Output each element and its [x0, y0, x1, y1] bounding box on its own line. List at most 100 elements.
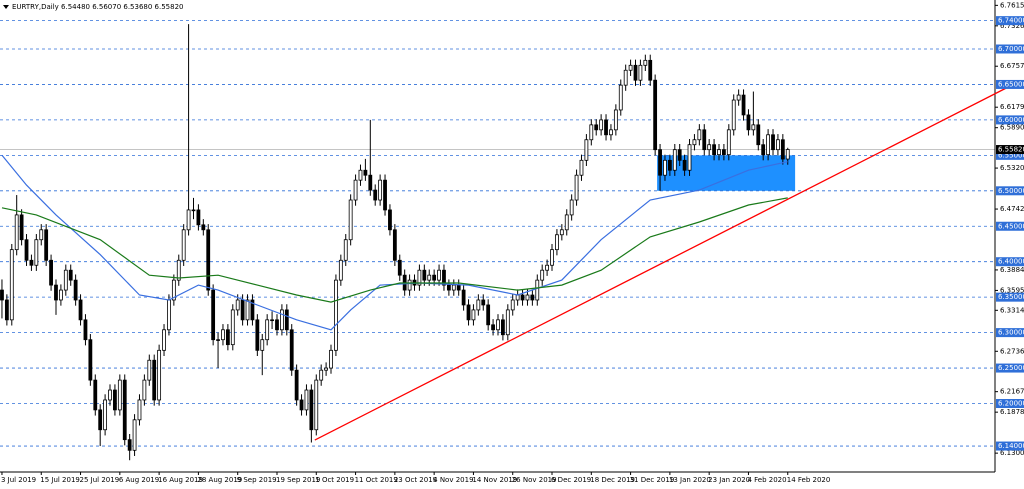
candle-body — [731, 99, 736, 131]
trendline — [314, 85, 1011, 441]
candle-body — [88, 339, 93, 381]
candle-body — [722, 149, 726, 156]
candle-body — [761, 144, 766, 156]
candle-body — [530, 294, 535, 301]
candle-body — [707, 144, 712, 151]
level-label: 6.35000 — [998, 293, 1024, 301]
candle-body — [275, 319, 279, 331]
candle-body — [4, 299, 9, 321]
candle-body — [648, 59, 653, 81]
candle-body — [157, 349, 162, 401]
candle-body — [329, 349, 333, 369]
level-label-box — [996, 115, 1024, 125]
candle-body — [702, 129, 707, 151]
candle-body — [643, 59, 648, 66]
x-tick-label: 13 Jan 2020 — [669, 476, 711, 484]
candle-body — [555, 234, 559, 251]
candle-body — [736, 94, 741, 101]
candle-body — [63, 269, 68, 291]
candle-body — [68, 269, 73, 281]
candle-body — [633, 64, 638, 81]
candle-body — [569, 199, 574, 216]
candle-body — [235, 299, 240, 311]
candle-body — [407, 279, 412, 291]
candle-body — [584, 139, 589, 161]
y-tick-label: 6.13000 — [1000, 449, 1024, 457]
candle-body — [83, 319, 88, 341]
x-tick-label: 14 Nov 2019 — [472, 476, 517, 484]
candle-body — [535, 279, 540, 301]
candle-body — [766, 134, 771, 156]
level-label-box — [996, 328, 1024, 338]
candle-body — [103, 399, 107, 431]
candle-body — [481, 299, 486, 306]
candle-body — [230, 309, 235, 346]
x-tick-label: 6 Aug 2019 — [119, 476, 159, 484]
candle-body — [446, 284, 451, 291]
candle-body — [604, 119, 608, 136]
candle-body — [358, 169, 363, 181]
candle-body — [294, 369, 299, 401]
candle-body — [609, 129, 613, 136]
candle-body — [785, 149, 790, 160]
candle-body — [466, 304, 471, 321]
candle-body — [334, 279, 338, 351]
candle-body — [324, 367, 329, 371]
current-price-label: 6.55820 — [998, 146, 1024, 154]
candle-body — [319, 369, 324, 381]
candle-body — [692, 139, 697, 146]
candle-body — [176, 259, 181, 281]
candle-body — [510, 299, 515, 311]
candle-body — [127, 439, 132, 451]
candle-body — [353, 179, 358, 201]
candle-body — [206, 229, 211, 291]
x-tick-label: 14 Feb 2020 — [787, 476, 831, 484]
x-tick-label: 25 Jul 2019 — [80, 476, 120, 484]
candle-body — [638, 64, 643, 81]
candle-body — [574, 174, 579, 201]
candle-body — [201, 224, 206, 231]
candle-body — [49, 259, 53, 286]
x-tick-label: 15 Jul 2019 — [40, 476, 80, 484]
x-tick-label: 6 Dec 2019 — [551, 476, 591, 484]
candle-body — [309, 389, 314, 431]
level-label: 6.25000 — [998, 364, 1024, 372]
candle-body — [373, 189, 378, 201]
candle-body — [599, 119, 604, 131]
candle-body — [717, 149, 721, 156]
level-label-box — [996, 44, 1024, 54]
candle-body — [417, 269, 422, 286]
candle-body — [505, 309, 510, 336]
level-label-box — [996, 16, 1024, 26]
candle-body — [520, 294, 525, 301]
candle-body — [167, 299, 171, 331]
candle-body — [137, 399, 142, 421]
level-label-box — [996, 363, 1024, 373]
candle-body — [594, 124, 599, 131]
candle-body — [108, 389, 112, 401]
candle-body — [501, 319, 505, 336]
candle-body — [221, 329, 225, 341]
candle-body — [550, 249, 554, 266]
level-label: 6.45000 — [998, 222, 1024, 230]
candle-body — [451, 284, 456, 291]
candle-body — [113, 389, 117, 411]
candle-body — [476, 299, 481, 311]
plot-area — [0, 20, 995, 461]
candle-body — [93, 379, 98, 411]
candle-body — [515, 294, 520, 301]
x-tick-label: 11 Oct 2019 — [355, 476, 398, 484]
candle-body — [162, 329, 166, 351]
candle-body — [486, 304, 491, 326]
x-tick-label: 31 Dec 2019 — [630, 476, 675, 484]
candle-body — [383, 179, 387, 211]
candle-body — [211, 289, 216, 341]
candle-body — [343, 239, 348, 261]
candle-body — [29, 259, 34, 266]
y-tick-label: 6.67570 — [1000, 62, 1024, 70]
candle-body — [314, 379, 319, 431]
level-label: 6.50000 — [998, 187, 1024, 195]
candle-body — [461, 289, 466, 306]
y-tick-label: 6.53205 — [1000, 164, 1024, 172]
